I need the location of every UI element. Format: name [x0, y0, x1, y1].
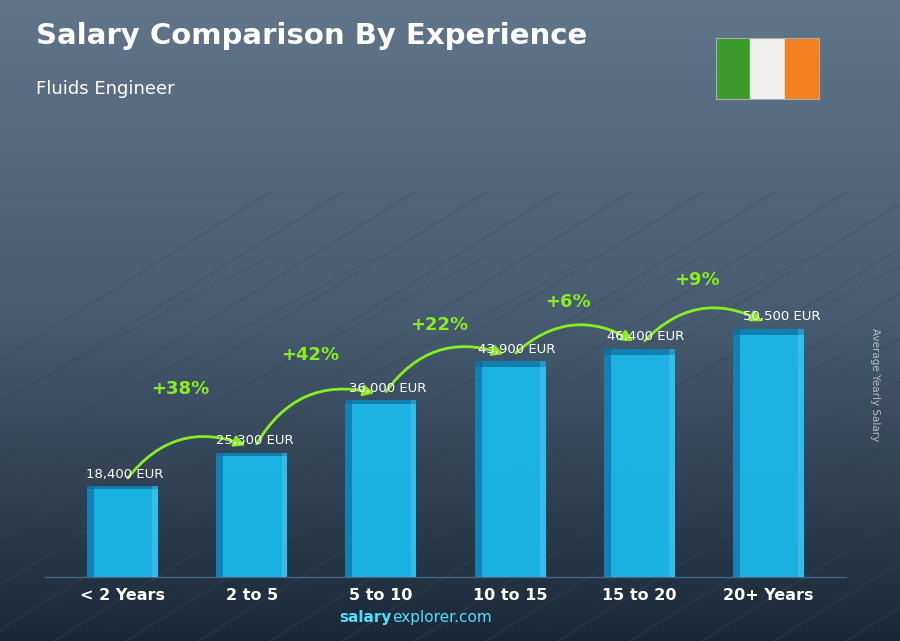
Text: +6%: +6% [545, 294, 591, 312]
Bar [733, 329, 740, 577]
FancyBboxPatch shape [346, 400, 417, 577]
Bar [798, 329, 804, 577]
FancyBboxPatch shape [733, 329, 804, 577]
Text: Fluids Engineer: Fluids Engineer [36, 80, 175, 98]
Text: Salary Comparison By Experience: Salary Comparison By Experience [36, 22, 587, 51]
FancyBboxPatch shape [216, 453, 287, 577]
Text: 43,900 EUR: 43,900 EUR [478, 343, 555, 356]
Bar [733, 329, 804, 335]
Text: 50,500 EUR: 50,500 EUR [742, 310, 820, 323]
Text: explorer.com: explorer.com [392, 610, 492, 625]
Bar [716, 38, 750, 99]
Bar [604, 349, 675, 354]
Text: 46,400 EUR: 46,400 EUR [607, 331, 684, 344]
FancyBboxPatch shape [87, 487, 158, 577]
Text: 36,000 EUR: 36,000 EUR [348, 381, 426, 395]
Bar [474, 361, 545, 367]
Bar [669, 349, 675, 577]
Text: +38%: +38% [151, 380, 210, 398]
Text: Average Yearly Salary: Average Yearly Salary [869, 328, 880, 441]
Bar [604, 349, 611, 577]
Bar [152, 487, 158, 577]
Bar [216, 453, 287, 456]
FancyBboxPatch shape [474, 361, 545, 577]
Bar [540, 361, 545, 577]
Bar [410, 400, 417, 577]
Bar [750, 38, 785, 99]
Bar [87, 487, 94, 577]
Text: +42%: +42% [281, 345, 339, 363]
Text: 18,400 EUR: 18,400 EUR [86, 468, 164, 481]
Text: +9%: +9% [675, 271, 720, 289]
Bar [346, 400, 353, 577]
Text: +22%: +22% [410, 316, 468, 334]
Bar [474, 361, 482, 577]
Bar [282, 453, 287, 577]
Bar [216, 453, 223, 577]
Bar [346, 400, 417, 404]
FancyBboxPatch shape [604, 349, 675, 577]
Text: 25,300 EUR: 25,300 EUR [215, 434, 293, 447]
Bar [87, 487, 158, 488]
Bar [785, 38, 819, 99]
Text: salary: salary [339, 610, 392, 625]
